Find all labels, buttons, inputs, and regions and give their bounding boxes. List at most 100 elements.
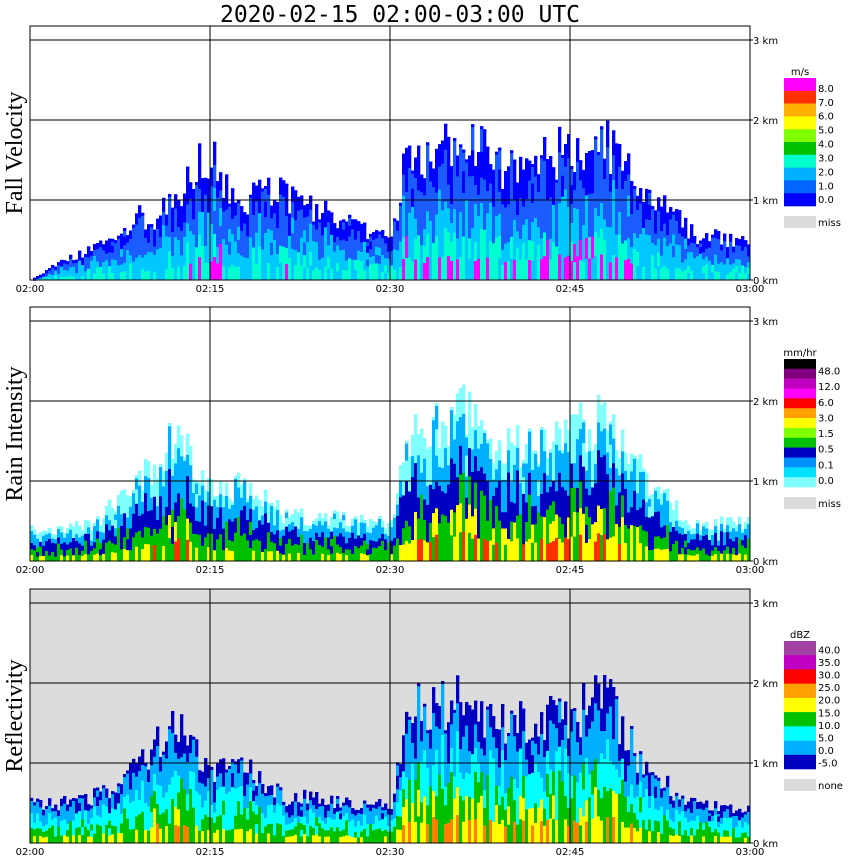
- data-column: [396, 493, 400, 506]
- data-column: [573, 190, 577, 209]
- data-column: [588, 151, 592, 173]
- data-column: [654, 268, 658, 281]
- data-column: [402, 511, 406, 529]
- data-column: [141, 502, 145, 515]
- data-column: [153, 271, 157, 281]
- data-column: [519, 239, 523, 260]
- data-column: [177, 266, 181, 281]
- data-column: [135, 257, 139, 270]
- data-column: [645, 234, 649, 251]
- data-column: [666, 223, 670, 236]
- data-column: [270, 255, 274, 269]
- data-column: [135, 532, 139, 548]
- data-column: [693, 798, 697, 807]
- data-column: [618, 509, 622, 528]
- data-column: [663, 237, 667, 253]
- data-column: [564, 443, 568, 468]
- data-column: [72, 543, 76, 550]
- data-column: [633, 525, 637, 544]
- data-column: [51, 272, 55, 276]
- data-column: [306, 267, 310, 281]
- data-column: [126, 794, 130, 808]
- data-column: [579, 260, 583, 281]
- data-column: [255, 248, 259, 265]
- data-column: [186, 242, 190, 262]
- data-column: [399, 481, 403, 498]
- data-column: [693, 243, 697, 252]
- data-column: [525, 826, 529, 844]
- data-column: [111, 273, 115, 281]
- data-column: [39, 828, 43, 837]
- data-column: [735, 238, 739, 246]
- data-column: [546, 727, 550, 752]
- colorbar-swatch: [784, 142, 816, 156]
- data-column: [459, 819, 463, 844]
- data-column: [396, 504, 400, 517]
- data-column-edge: [471, 709, 475, 713]
- data-column: [183, 236, 187, 252]
- data-column-edge: [219, 172, 223, 176]
- data-column: [660, 218, 664, 232]
- data-column-edge: [612, 130, 616, 134]
- data-column: [195, 791, 199, 809]
- data-column: [552, 541, 556, 562]
- data-column-edge: [300, 195, 304, 199]
- data-column-edge: [531, 451, 535, 455]
- data-column: [75, 554, 79, 562]
- data-column: [126, 517, 130, 529]
- data-column: [228, 778, 232, 793]
- data-column: [63, 827, 67, 836]
- data-column: [312, 221, 316, 232]
- data-column: [432, 417, 436, 442]
- data-column: [624, 240, 628, 261]
- data-column: [588, 797, 592, 821]
- data-column: [654, 512, 658, 525]
- data-column-edge: [417, 683, 421, 687]
- data-column: [369, 257, 373, 266]
- data-column: [114, 536, 118, 546]
- data-column-edge: [276, 783, 280, 787]
- data-column-edge: [387, 808, 391, 812]
- data-column: [462, 821, 466, 844]
- data-column-edge: [135, 763, 139, 767]
- data-column: [471, 449, 475, 473]
- data-column-edge: [351, 219, 355, 223]
- data-column: [459, 474, 463, 504]
- data-column: [228, 550, 232, 562]
- data-column: [258, 530, 262, 542]
- data-column: [474, 261, 478, 281]
- data-column: [72, 835, 76, 844]
- data-column: [231, 501, 235, 513]
- data-column-edge: [51, 808, 55, 812]
- data-column: [312, 521, 316, 529]
- data-column: [165, 543, 169, 562]
- data-column: [372, 554, 376, 562]
- data-column: [390, 251, 394, 259]
- data-column: [399, 254, 403, 268]
- data-column: [561, 719, 565, 741]
- data-column: [84, 527, 88, 535]
- data-column: [333, 261, 337, 272]
- data-column: [579, 534, 583, 562]
- data-column: [450, 819, 454, 844]
- data-column: [564, 490, 568, 515]
- data-column: [582, 537, 586, 562]
- data-column-edge: [126, 495, 130, 499]
- data-column: [330, 827, 334, 836]
- data-column: [459, 796, 463, 821]
- data-column: [90, 811, 94, 819]
- colorbar-swatch: [784, 116, 816, 130]
- data-column: [303, 816, 307, 826]
- data-column: [126, 250, 130, 259]
- data-column: [549, 720, 553, 746]
- colorbar-swatch: [784, 154, 816, 168]
- data-column: [348, 538, 352, 545]
- data-column: [498, 147, 502, 171]
- data-column: [33, 550, 37, 557]
- data-column: [444, 123, 448, 151]
- data-column: [147, 478, 151, 496]
- data-column: [132, 261, 136, 272]
- data-column: [531, 542, 535, 562]
- data-column: [438, 144, 442, 168]
- data-column: [213, 539, 217, 551]
